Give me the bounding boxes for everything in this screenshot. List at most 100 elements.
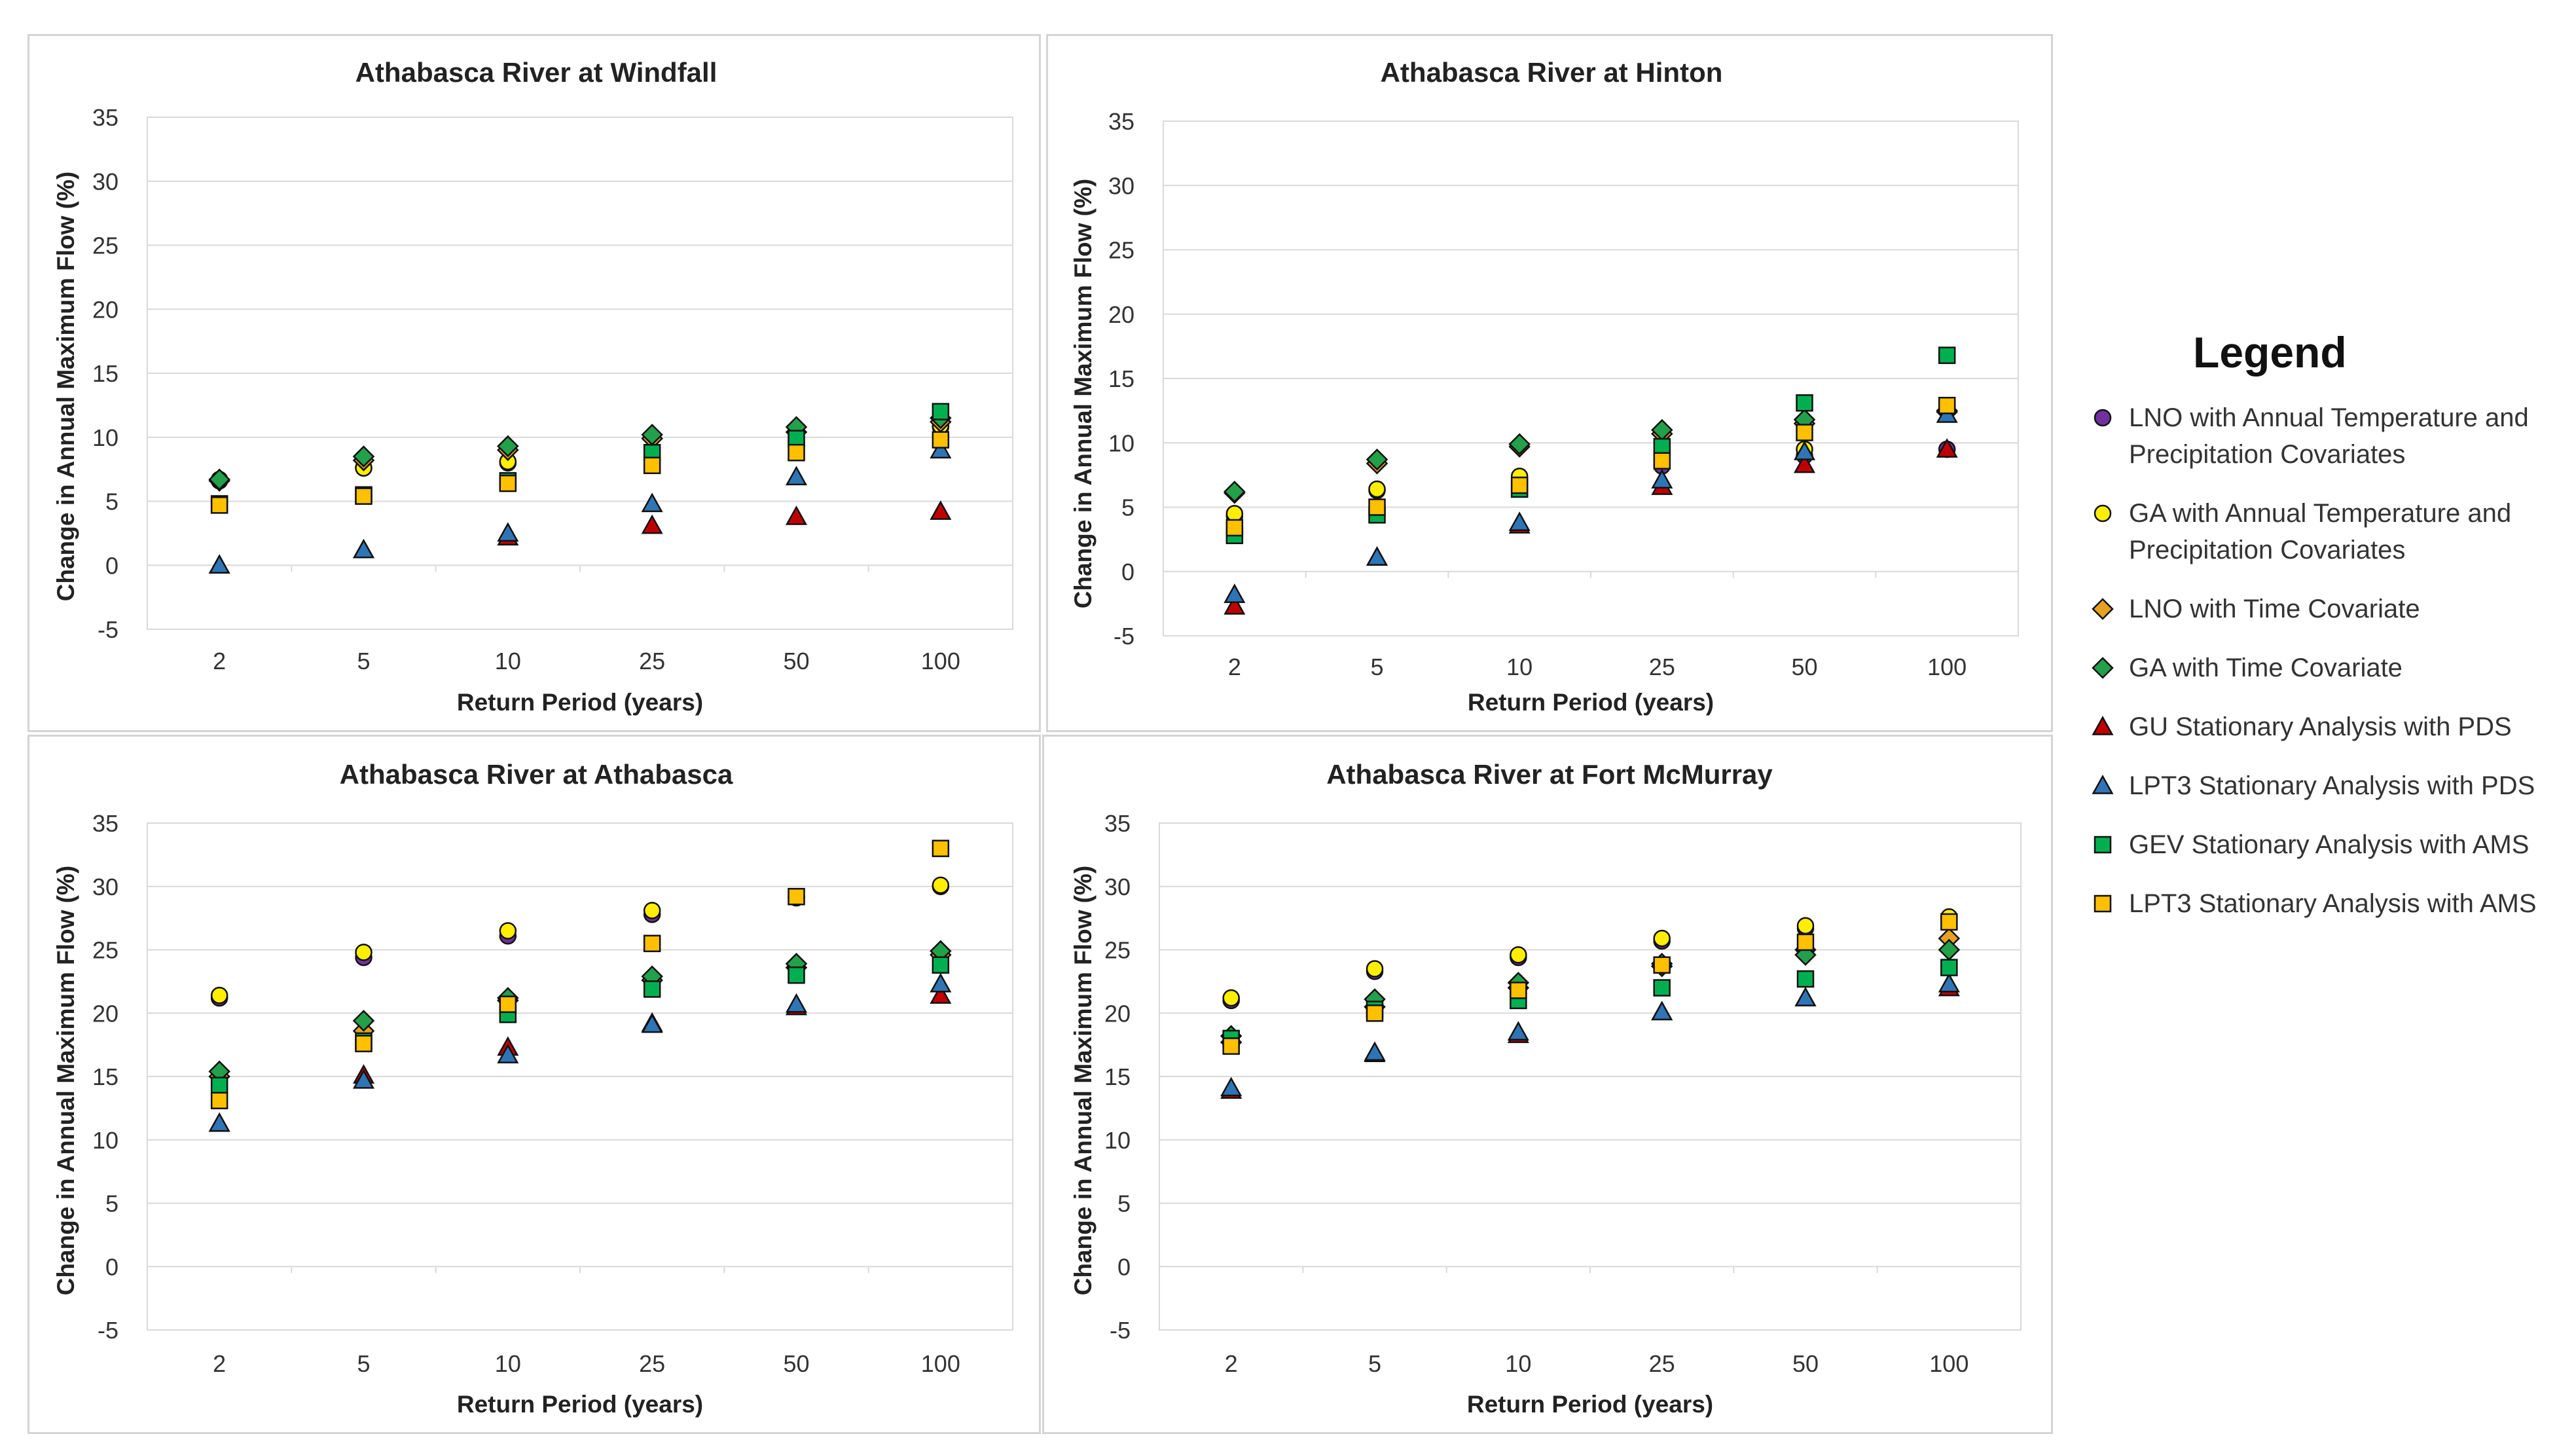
y-axis-label: Change in Annual Maximum Flow (%) [52,866,79,1295]
data-point-gev-ams [1796,970,1815,988]
data-point-ga-temp-precip [210,986,228,1004]
y-tick-label: 10 [92,424,118,451]
y-tick-label: 20 [92,1000,118,1027]
y-tick-label: -5 [1110,1317,1131,1344]
data-point-ga-time [352,445,375,468]
data-point-lpt3-pds [352,1069,375,1089]
x-tick-label: 25 [1649,654,1675,680]
data-point-gev-ams [210,1077,228,1094]
data-point-lpt3-ams [210,1092,228,1110]
y-tick-label: 15 [1104,1063,1131,1090]
data-point-lpt3-pds [1793,441,1816,460]
data-point-lpt3-ams [1510,476,1529,494]
data-point-gu-pds [1224,595,1246,615]
x-tick-label: 25 [1649,1350,1675,1377]
x-tick-label: 2 [213,1350,226,1377]
legend-marker [2092,775,2114,794]
y-tick-label: -5 [98,1317,118,1344]
data-point-ga-temp-precip [1796,917,1815,934]
data-point-ga-temp-precip [643,902,661,919]
blue-triangle-marker-icon [2092,775,2114,794]
data-point-ga-time [497,435,519,458]
data-point-ga-temp-precip [1510,946,1527,964]
x-axis-label: Return Period (years) [1468,689,1714,716]
data-point-ga-temp-precip [499,922,517,940]
data-point-ga-time [352,1010,375,1032]
x-axis-label: Return Period (years) [457,1391,703,1418]
y-tick-label: -5 [1114,623,1134,650]
x-tick-label: 10 [1506,654,1533,680]
data-point-gev-ams [788,430,805,447]
data-point-ga-time [1938,938,1961,961]
y-tick-label: 15 [1108,365,1134,392]
data-point-ga-temp-precip [932,876,950,894]
data-point-gev-ams [1796,394,1813,412]
y-tick-label: 30 [92,168,118,195]
chart-panel-athabasca: Athabasca River at Athabasca Return Peri… [27,735,1041,1434]
chart-panel-hinton: Athabasca River at Hinton Return Period … [1046,34,2053,732]
data-point-lpt3-pds [1938,972,1960,993]
data-point-lpt3-ams [1940,913,1958,931]
y-tick-label: 35 [92,104,118,131]
legend-marker [2094,894,2112,913]
x-tick-label: 100 [1929,1350,1968,1377]
legend-marker [2092,598,2114,620]
legend-label: GEV Stationary Analysis with AMS [2129,830,2530,859]
x-tick-label: 5 [1368,1350,1381,1377]
legend-label: LPT3 Stationary Analysis with PDS [2129,771,2535,800]
data-point-lpt3-pds [785,466,808,486]
data-point-gev-ams [788,966,805,984]
y-tick-label: 5 [105,488,118,515]
data-point-gu-pds [1936,438,1958,458]
data-point-lpt3-ams [210,496,228,514]
data-point-lpt3-pds [1366,546,1388,566]
legend: Legend LNO with Annual Temperature and P… [2082,327,2566,944]
data-point-gev-ams [1653,979,1671,997]
legend-item-ga-time: GA with Time Covariate [2082,650,2566,686]
data-point-lpt3-pds [1794,987,1817,1006]
data-point-lpt3-ams [788,887,805,906]
y-tick-label: 25 [92,937,118,964]
data-point-lpt3-ams [932,839,950,857]
data-point-lpt3-pds [641,1013,663,1033]
yellow-circle-marker-icon [2094,504,2112,523]
data-point-gu-pds [930,984,952,1004]
data-point-lpt3-ams [932,431,950,449]
orange-diamond-marker-icon [2092,598,2114,620]
y-tick-label: 25 [92,232,118,259]
data-point-ga-time [1366,449,1388,471]
y-tick-label: 0 [105,1253,118,1280]
data-point-lpt3-pds [1220,1077,1243,1097]
data-point-gev-ams [1938,346,1956,364]
chart-title: Athabasca River at Hinton [1381,57,1723,88]
y-tick-label: 5 [1121,494,1134,521]
data-point-ga-time [1508,433,1531,455]
legend-label: GA with Time Covariate [2129,654,2403,682]
y-tick-label: 30 [1108,172,1134,199]
data-point-lpt3-pds [930,439,952,459]
y-tick-label: -5 [98,616,118,643]
chart-svg-fort-mcmurray: Athabasca River at Fort McMurray Return … [1070,759,2022,1418]
data-point-ga-temp-precip [1653,929,1671,948]
data-point-gev-ams [932,956,950,974]
purple-circle-marker-icon [2094,409,2112,427]
data-point-lpt3-ams [1938,397,1956,414]
x-tick-label: 100 [921,1350,960,1377]
data-point-gu-pds [930,500,952,520]
chart-title: Athabasca River at Windfall [355,57,717,88]
data-point-ga-time [1224,481,1246,503]
x-tick-label: 5 [357,1350,370,1377]
x-tick-label: 5 [1370,654,1383,680]
legend-item-gev-ams: GEV Stationary Analysis with AMS [2082,826,2566,863]
red-triangle-marker-icon [2092,716,2114,735]
data-point-gev-ams [932,403,950,420]
x-tick-label: 50 [1791,654,1817,680]
y-axis-label: Change in Annual Maximum Flow (%) [1070,179,1097,608]
data-point-lpt3-ams [1510,982,1527,999]
data-point-lpt3-ams [1368,498,1386,516]
x-tick-label: 10 [495,1350,521,1377]
legend-marker [2094,836,2112,854]
data-point-lpt3-ams [499,995,517,1013]
data-point-gev-ams [1653,437,1671,456]
data-point-lpt3-pds [1364,1041,1386,1061]
